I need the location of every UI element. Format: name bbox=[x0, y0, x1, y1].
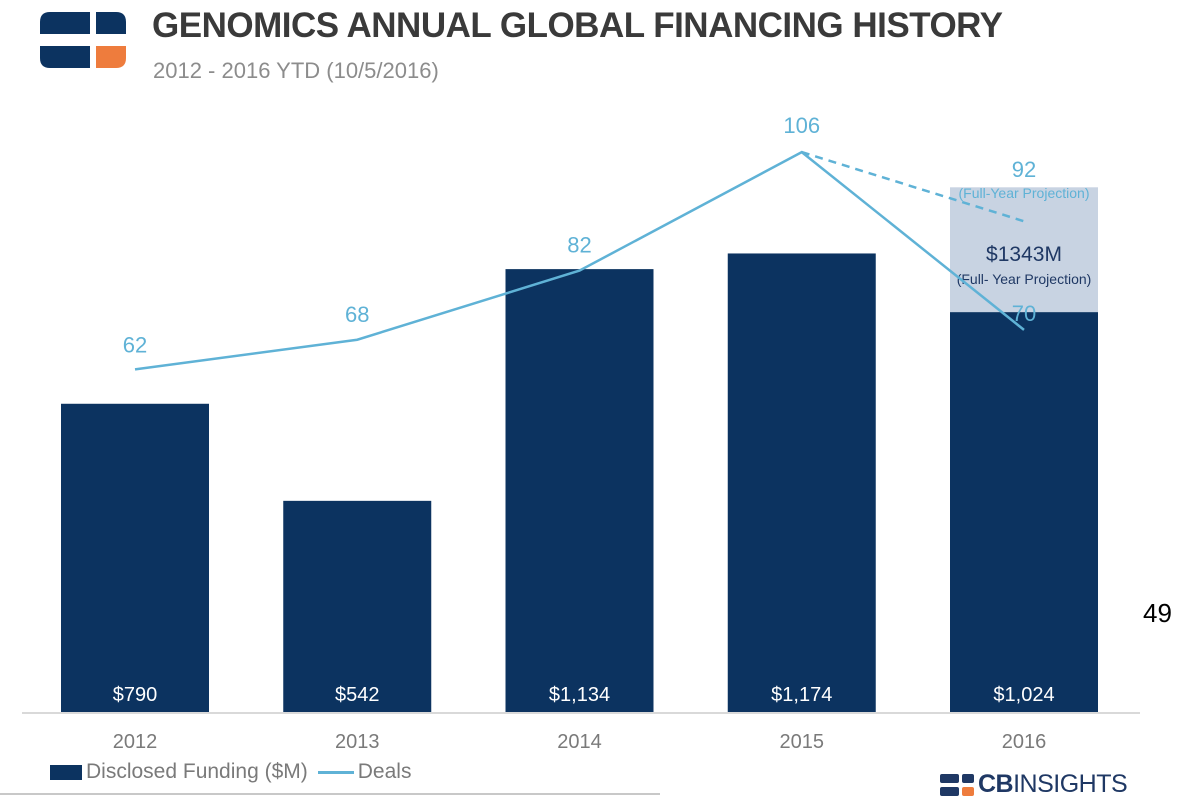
deals-value-label: 82 bbox=[567, 233, 591, 258]
x-tick-label: 2013 bbox=[335, 731, 380, 753]
funding-value-label: $790 bbox=[113, 684, 158, 706]
deals-projection-note: (Full-Year Projection) bbox=[959, 185, 1090, 201]
x-tick-label: 2014 bbox=[557, 731, 602, 753]
legend: Disclosed Funding ($M) Deals bbox=[50, 760, 421, 784]
x-tick-label: 2012 bbox=[113, 731, 158, 753]
footer-divider bbox=[0, 793, 660, 795]
funding-value-label: $1,134 bbox=[549, 684, 610, 706]
deals-value-label: 68 bbox=[345, 302, 369, 327]
funding-value-label: $1,174 bbox=[771, 684, 832, 706]
funding-value-label: $1,024 bbox=[993, 684, 1054, 706]
chart-title: GENOMICS ANNUAL GLOBAL FINANCING HISTORY bbox=[152, 6, 1003, 45]
deals-value-label: 62 bbox=[123, 332, 147, 357]
funding-value-label: $542 bbox=[335, 684, 380, 706]
legend-item-deals: Deals bbox=[317, 760, 412, 784]
x-tick-label: 2016 bbox=[1002, 731, 1047, 753]
funding-projection-note: (Full- Year Projection) bbox=[957, 271, 1092, 287]
funding-projection-label: $1343M bbox=[986, 243, 1062, 266]
funding-bar-2015 bbox=[727, 253, 876, 713]
legend-swatch-deals bbox=[317, 770, 354, 774]
cb-insights-logo bbox=[40, 12, 126, 68]
funding-bar-2012 bbox=[61, 403, 209, 713]
funding-bar-2016 bbox=[950, 312, 1098, 713]
legend-item-funding: Disclosed Funding ($M) bbox=[50, 760, 308, 784]
legend-label-deals: Deals bbox=[357, 760, 412, 783]
x-tick-label: 2015 bbox=[780, 731, 825, 753]
brand-mark-icon bbox=[940, 773, 974, 796]
brand-light: INSIGHTS bbox=[1013, 770, 1128, 798]
brand-wordmark: CBINSIGHTS bbox=[940, 770, 1128, 799]
page-number: 49 bbox=[1143, 598, 1172, 628]
deals-projection-line bbox=[801, 150, 1025, 223]
brand-bold: CB bbox=[978, 770, 1014, 798]
deals-projection-label: 92 bbox=[1012, 157, 1036, 182]
legend-swatch-funding bbox=[50, 764, 82, 780]
deals-line bbox=[134, 150, 1025, 371]
deals-value-label: 70 bbox=[1012, 301, 1036, 326]
funding-bar-2013 bbox=[283, 500, 432, 713]
deals-value-label: 106 bbox=[783, 113, 820, 138]
chart-subtitle: 2012 - 2016 YTD (10/5/2016) bbox=[153, 58, 439, 83]
legend-label-funding: Disclosed Funding ($M) bbox=[86, 760, 308, 783]
funding-bar-2014 bbox=[505, 269, 654, 713]
